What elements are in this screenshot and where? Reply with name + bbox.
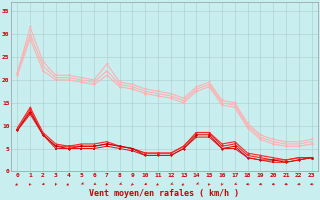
X-axis label: Vent moyen/en rafales ( km/h ): Vent moyen/en rafales ( km/h ): [90, 189, 239, 198]
